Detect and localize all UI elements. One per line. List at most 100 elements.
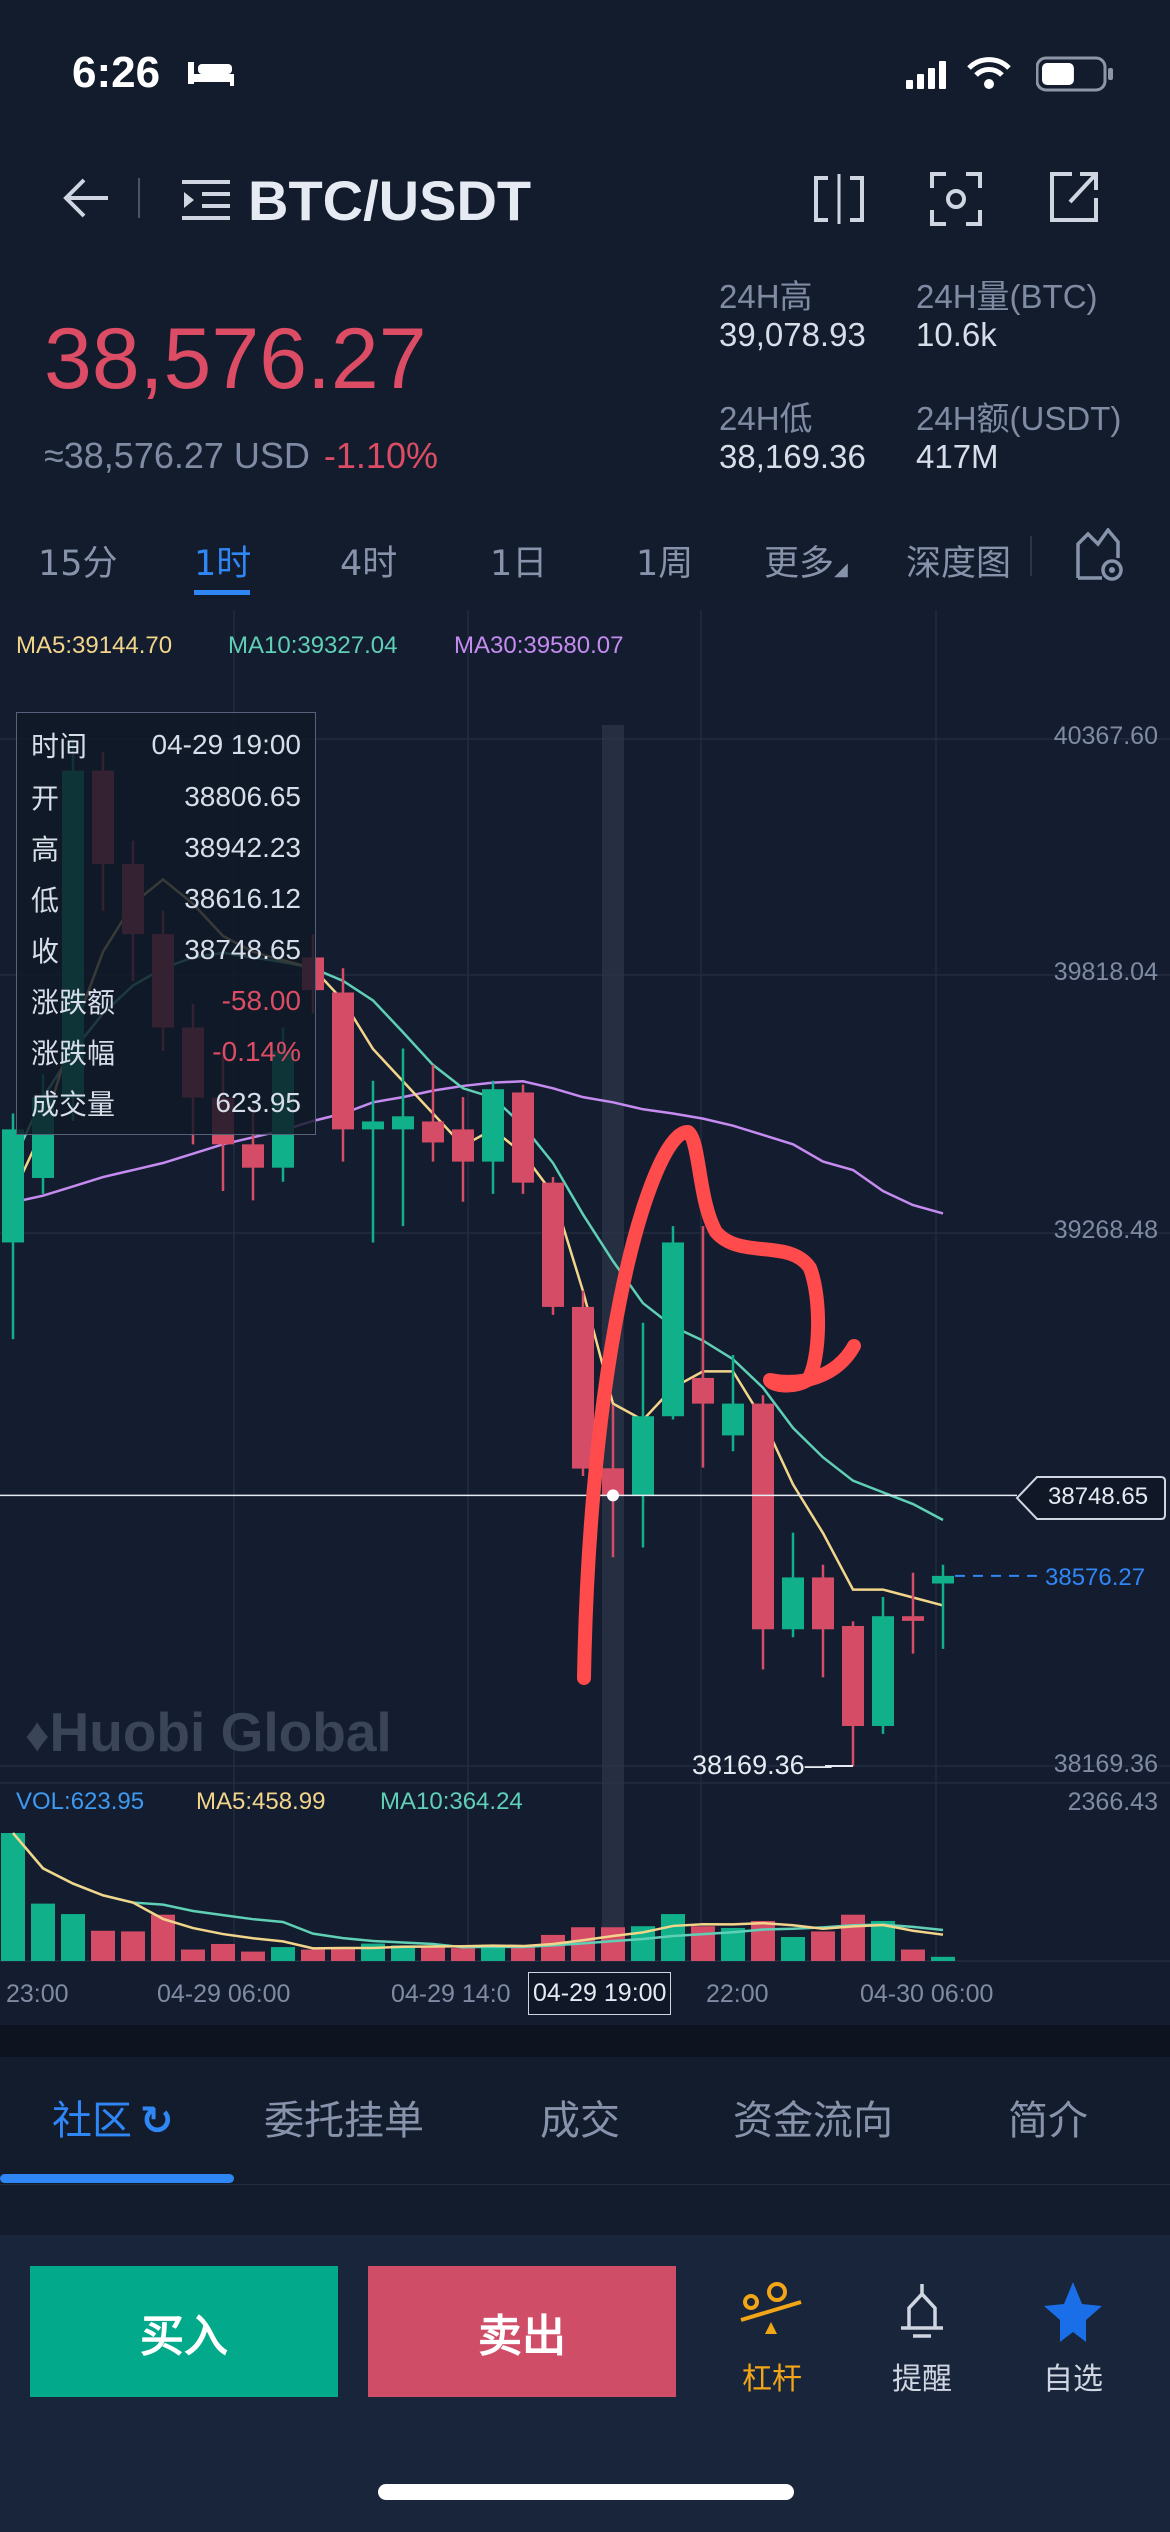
ma30-line (12, 1080, 944, 1215)
candle-body (332, 992, 354, 1130)
stat-value-volume: 10.6k (916, 316, 997, 353)
price-axis-label: 39268.48 (1053, 1216, 1158, 1244)
tab-trades[interactable]: 成交 (540, 2098, 620, 2144)
price-sub: ≈38,576.27 USD -1.10% (44, 435, 438, 477)
header-divider (138, 178, 140, 218)
current-price-label: 38576.27 (1045, 1564, 1146, 1591)
leverage-label: 杠杆 (742, 2362, 802, 2397)
legend-ma30: MA30:39580.07 (454, 632, 624, 659)
candle-body (902, 1616, 924, 1621)
sell-button[interactable]: 卖出 (368, 2266, 676, 2397)
tooltip-value: 04-29 19:00 (151, 729, 301, 760)
legend-ma10: MA10:39327.04 (228, 632, 398, 659)
tooltip-label: 收 (31, 936, 60, 967)
chart-settings-icon[interactable] (1074, 528, 1124, 582)
tooltip-row-high: 高 38942.23 (31, 822, 301, 874)
tab-more-label: 更多 (764, 544, 835, 584)
refresh-icon[interactable]: ↻ (140, 2098, 174, 2144)
candle-body (782, 1577, 804, 1630)
pair-title[interactable]: BTC/USDT (248, 169, 532, 232)
stat-label-low: 24H低 (719, 400, 813, 437)
candle-body (602, 1468, 624, 1496)
menu-list-icon[interactable] (180, 178, 232, 222)
active-tab-indicator (0, 2174, 234, 2183)
stat-label-volume: 24H量(BTC) (916, 278, 1098, 315)
candle-body (872, 1616, 894, 1726)
tooltip-label: 涨跌幅 (31, 1038, 116, 1069)
tab-fund-flow[interactable]: 资金流向 (733, 2098, 893, 2144)
volume-bar (331, 1948, 355, 1961)
volume-bar (391, 1945, 415, 1961)
price-axis-label: 40367.60 (1053, 722, 1158, 750)
candle-body (482, 1089, 504, 1162)
tooltip-value: -58.00 (221, 985, 301, 1016)
usd-equivalent: ≈38,576.27 USD (44, 435, 310, 476)
tab-community[interactable]: 社区 ↻ (52, 2088, 174, 2146)
tab-15m[interactable]: 15分 (38, 544, 118, 584)
volume-bar (901, 1949, 925, 1961)
candle-body (842, 1626, 864, 1726)
candle-body (752, 1403, 774, 1630)
tab-orders[interactable]: 委托挂单 (264, 2098, 424, 2144)
stat-label-high: 24H高 (719, 278, 813, 315)
screenshot-icon[interactable] (930, 172, 982, 226)
tooltip-label: 时间 (31, 731, 88, 762)
candle-body (932, 1575, 954, 1584)
volume-bar (1, 1833, 25, 1961)
volume-bar (181, 1949, 205, 1961)
candle-body (812, 1577, 834, 1630)
ohlc-tooltip: 时间 04-29 19:00 开 38806.65 高 38942.23 低 38616… (16, 712, 316, 1135)
leverage-button[interactable]: 杠杆 (727, 2282, 817, 2398)
tooltip-label: 低 (31, 885, 60, 916)
section-divider (0, 2025, 1170, 2057)
share-icon[interactable] (1048, 170, 1100, 224)
tab-more[interactable]: 更多◢ (764, 535, 848, 586)
tab-1d[interactable]: 1日 (490, 544, 548, 584)
candle-body (452, 1129, 474, 1162)
favorite-button[interactable]: 自选 (1028, 2282, 1118, 2398)
tooltip-value: 38806.65 (184, 781, 301, 812)
volume-bar (931, 1956, 955, 1961)
last-price: 38,576.27 (44, 311, 427, 407)
dropdown-triangle-icon: ◢ (834, 559, 848, 580)
volume-bar (91, 1930, 115, 1961)
tooltip-row-change-pct: 涨跌幅 -0.14% (31, 1026, 301, 1078)
buy-button[interactable]: 买入 (30, 2266, 338, 2397)
tab-intro[interactable]: 简介 (1008, 2098, 1088, 2144)
leverage-scale-icon (740, 2282, 802, 2334)
flame-logo-icon: ♦ (25, 1709, 50, 1762)
cellular-signal-icon (906, 61, 946, 89)
tab-1h[interactable]: 1时 (194, 544, 252, 584)
volume-legend-ma10: MA10:364.24 (380, 1788, 523, 1815)
tooltip-label: 涨跌额 (31, 987, 116, 1018)
stat-value-low: 38,169.36 (719, 438, 866, 475)
bell-icon (901, 2284, 943, 2338)
tab-4h[interactable]: 4时 (340, 544, 398, 584)
tooltip-value: 38942.23 (184, 832, 301, 863)
volume-bar (301, 1949, 325, 1961)
candle-body (242, 1144, 264, 1168)
split-view-icon[interactable] (812, 174, 866, 224)
alert-button[interactable]: 提醒 (877, 2282, 967, 2398)
tab-community-label: 社区 (52, 2098, 132, 2144)
price-axis-label: 38169.36 (1053, 1750, 1158, 1778)
tooltip-row-open: 开 38806.65 (31, 771, 301, 823)
time-axis-label: 04-29 14:0 (391, 1980, 511, 2008)
back-arrow-icon[interactable] (62, 176, 112, 220)
tab-depth-chart[interactable]: 深度图 (906, 544, 1012, 584)
volume-bar (601, 1927, 625, 1961)
crosshair-dot (607, 1489, 619, 1502)
candle-body (512, 1092, 534, 1183)
volume-bar (61, 1914, 85, 1961)
volume-legend-ma5: MA5:458.99 (196, 1788, 326, 1815)
tooltip-label: 开 (31, 783, 60, 814)
crosshair-price-value: 38748.65 (1048, 1483, 1149, 1510)
volume-axis-max: 2366.43 (1067, 1788, 1158, 1816)
tab-divider (1030, 536, 1032, 576)
volume-bar (811, 1931, 835, 1961)
battery-icon (1036, 56, 1113, 92)
tab-1w[interactable]: 1周 (636, 544, 694, 584)
stat-value-amount: 417M (916, 438, 999, 475)
volume-ma5-line (12, 1832, 944, 1950)
candle-body (2, 1129, 24, 1243)
